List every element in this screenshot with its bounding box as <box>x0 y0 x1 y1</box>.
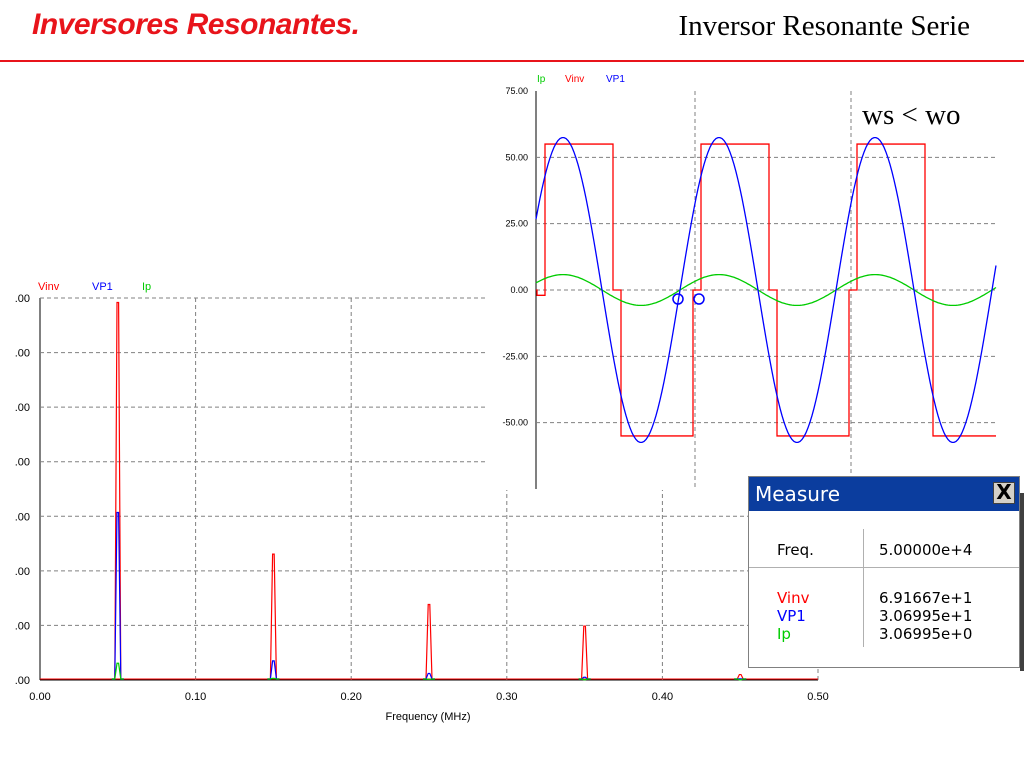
spectrum-y-tick-label: .00 <box>15 402 30 414</box>
measure-row-divider <box>749 567 1019 568</box>
measure-ip-label: Ip <box>777 625 791 643</box>
waveform-ticks: 75.00 50.00 25.00 0.00 -25.00 -50.00 <box>502 86 528 428</box>
spectrum-x-tick-label: 0.40 <box>652 691 673 703</box>
spectrum-x-tick-label: 0.30 <box>496 691 517 703</box>
measure-freq-value: 5.00000e+4 <box>879 541 973 559</box>
spectrum-peak-vinv <box>578 625 591 680</box>
slide-subtitle: Inversor Resonante Serie <box>678 10 970 42</box>
measure-vp1-value: 3.06995e+1 <box>879 607 973 625</box>
spectrum-bars <box>40 301 818 681</box>
waveform-y-tick-label: -25.00 <box>502 351 528 361</box>
close-icon[interactable]: X <box>993 482 1015 504</box>
title-divider <box>0 60 1024 62</box>
measure-titlebar[interactable]: Measure X <box>749 477 1019 511</box>
spectrum-peak-vp1 <box>423 672 435 680</box>
spectrum-y-tick-label: .00 <box>15 457 30 469</box>
waveform-y-tick-label: -50.00 <box>502 418 528 428</box>
spectrum-y-tick-label: .00 <box>15 620 30 632</box>
zero-cross-marker-1 <box>672 293 684 305</box>
spectrum-peak-vinv <box>267 553 280 680</box>
spectrum-x-tick-label: 0.00 <box>29 691 50 703</box>
spectrum-peak-ip <box>734 678 747 681</box>
spectrum-y-tick-label: .00 <box>15 566 30 578</box>
spectrum-peak-ip <box>578 678 591 681</box>
spectrum-y-tick-label: .00 <box>15 348 30 360</box>
measure-window: Measure X Freq. 5.00000e+4 Vinv 6.91667e… <box>748 476 1024 671</box>
waveform-annotation: ws < wo <box>862 99 961 131</box>
waveform-y-tick-label: 0.00 <box>510 285 528 295</box>
waveform-y-tick-label: 75.00 <box>505 86 528 96</box>
slide-title: Inversores Resonantes. <box>32 8 360 41</box>
measure-vinv-label: Vinv <box>777 589 810 607</box>
measure-ip-value: 3.06995e+0 <box>879 625 973 643</box>
waveform-legend-ip: Ip <box>537 74 546 85</box>
spectrum-peak-vinv <box>423 603 435 680</box>
waveform-y-tick-label: 25.00 <box>505 219 528 229</box>
spectrum-x-tick-label: 0.20 <box>340 691 361 703</box>
spectrum-legend-ip: Ip <box>142 281 151 293</box>
waveform-y-tick-label: 50.00 <box>505 152 528 162</box>
waveform-ip-line <box>535 273 997 307</box>
measure-body: Freq. 5.00000e+4 Vinv 6.91667e+1 VP1 3.0… <box>749 511 1019 667</box>
measure-vinv-value: 6.91667e+1 <box>879 589 973 607</box>
spectrum-x-tick-label: 0.50 <box>807 691 828 703</box>
spectrum-x-axis-label: Frequency (MHz) <box>386 711 471 723</box>
measure-column-divider <box>863 529 864 647</box>
spectrum-legend-vinv: Vinv <box>38 281 60 293</box>
measure-window-edge <box>1020 493 1024 671</box>
spectrum-peak-vp1 <box>111 511 124 680</box>
spectrum-y-tick-label: .00 <box>15 293 30 305</box>
spectrum-peak-ip <box>267 677 280 680</box>
zero-cross-marker-2 <box>693 293 705 305</box>
measure-title: Measure <box>755 482 840 506</box>
spectrum-y-tick-label: .00 <box>15 511 30 523</box>
spectrum-ticks: 0.00 0.10 0.20 0.30 0.40 0.50 .00 .00 .00 .00 .00.… <box>15 293 829 703</box>
spectrum-legend-vp1: VP1 <box>92 281 113 293</box>
waveform-legend-vp1: VP1 <box>606 74 625 85</box>
waveform-legend-vinv: Vinv <box>565 74 584 85</box>
waveform-vp1-line <box>535 136 997 444</box>
spectrum-x-tick-label: 0.10 <box>185 691 206 703</box>
spectrum-y-tick-label: .00 <box>15 675 30 687</box>
spectrum-peak-vp1 <box>267 660 280 680</box>
measure-vp1-label: VP1 <box>777 607 806 625</box>
measure-freq-label: Freq. <box>777 541 814 559</box>
spectrum-peak-ip <box>111 662 124 680</box>
spectrum-peak-vinv <box>111 301 124 680</box>
